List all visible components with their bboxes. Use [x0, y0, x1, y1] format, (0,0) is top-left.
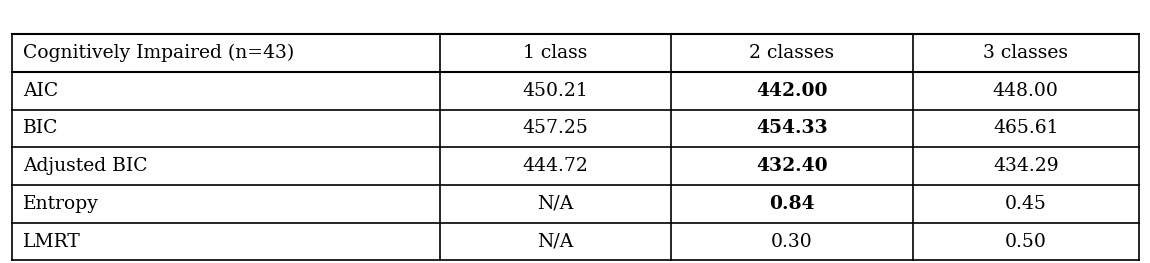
- Text: 465.61: 465.61: [994, 119, 1058, 138]
- Text: 442.00: 442.00: [757, 82, 828, 100]
- Text: Adjusted BIC: Adjusted BIC: [23, 157, 147, 175]
- Text: 0.84: 0.84: [769, 195, 814, 213]
- Text: 444.72: 444.72: [522, 157, 588, 175]
- Text: 457.25: 457.25: [522, 119, 588, 138]
- Text: 0.50: 0.50: [1005, 232, 1046, 251]
- Text: 0.30: 0.30: [770, 232, 813, 251]
- Text: LMRT: LMRT: [23, 232, 80, 251]
- Text: N/A: N/A: [537, 195, 574, 213]
- Text: 3 classes: 3 classes: [983, 44, 1068, 62]
- Text: 454.33: 454.33: [756, 119, 828, 138]
- Text: 1 class: 1 class: [523, 44, 588, 62]
- Text: 0.45: 0.45: [1005, 195, 1046, 213]
- Text: 450.21: 450.21: [522, 82, 588, 100]
- Text: 448.00: 448.00: [992, 82, 1059, 100]
- Text: N/A: N/A: [537, 232, 574, 251]
- Text: Entropy: Entropy: [23, 195, 99, 213]
- Text: BIC: BIC: [23, 119, 59, 138]
- Text: 432.40: 432.40: [757, 157, 828, 175]
- Text: 434.29: 434.29: [992, 157, 1059, 175]
- Text: AIC: AIC: [23, 82, 59, 100]
- Text: Cognitively Impaired (n=43): Cognitively Impaired (n=43): [23, 44, 294, 62]
- Text: 2 classes: 2 classes: [750, 44, 835, 62]
